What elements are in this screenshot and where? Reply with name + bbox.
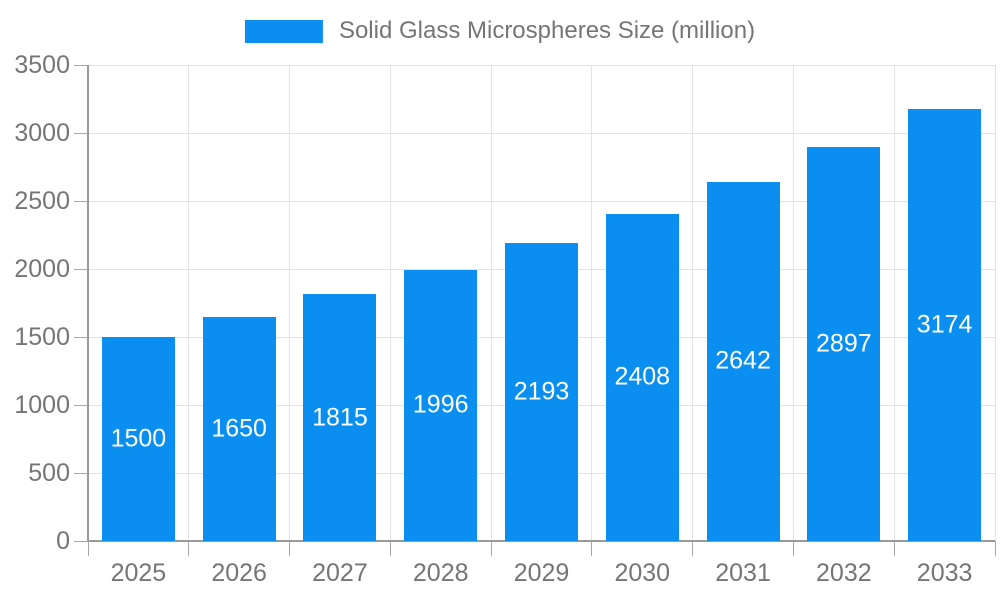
y-axis-label: 3500 [14, 50, 70, 79]
x-axis-label: 2030 [614, 559, 671, 587]
bar-value-label: 2642 [715, 346, 771, 375]
x-axis-label: 2025 [110, 559, 167, 587]
gridline-vertical [289, 65, 291, 541]
y-axis-tick [74, 132, 88, 134]
plot-area: 1500 1650 1815 1996 2193 2408 2642 2897 3174 [87, 64, 996, 542]
x-axis-label: 2026 [211, 559, 267, 587]
y-axis-tick [74, 200, 88, 202]
legend-swatch [244, 19, 323, 43]
y-axis-tick [74, 404, 88, 406]
y-axis-tick [74, 268, 88, 270]
gridline-horizontal [88, 64, 995, 66]
bar-value-label: 1650 [211, 414, 267, 443]
gridline-vertical [188, 65, 190, 541]
y-axis-label: 500 [28, 458, 70, 487]
x-axis-tick [490, 541, 492, 556]
x-axis-tick [289, 541, 291, 556]
bar-value-label: 1500 [110, 424, 167, 453]
bar-value-label: 1815 [312, 403, 368, 432]
x-axis-label: 2028 [412, 559, 469, 587]
gridline-vertical [490, 65, 492, 541]
legend-item[interactable]: Solid Glass Microspheres Size (million) [244, 17, 756, 45]
bar-2028[interactable]: 1996 [404, 269, 478, 541]
x-axis-label: 2032 [816, 559, 872, 587]
x-axis-tick [893, 541, 895, 556]
x-axis-tick [188, 541, 190, 556]
x-axis-label: 2027 [312, 559, 368, 587]
gridline-horizontal [88, 200, 995, 202]
bar-value-label: 2897 [816, 329, 872, 358]
y-axis-label: 2000 [14, 254, 70, 283]
bar-2030[interactable]: 2408 [605, 213, 679, 541]
x-axis-label: 2031 [715, 559, 771, 587]
bar-2031[interactable]: 2642 [706, 181, 780, 541]
bar-2026[interactable]: 1650 [202, 316, 276, 541]
x-axis-tick [389, 541, 391, 556]
y-axis-tick [74, 336, 88, 338]
bar-2027[interactable]: 1815 [303, 294, 377, 541]
gridline-vertical [389, 65, 391, 541]
gridline-horizontal [88, 132, 995, 134]
x-axis-tick [994, 541, 996, 556]
x-axis-label: 2029 [513, 559, 570, 587]
gridline-vertical [893, 65, 895, 541]
y-axis-label: 1000 [14, 390, 70, 419]
bar-2033[interactable]: 3174 [908, 109, 982, 541]
gridline-vertical [692, 65, 694, 541]
bar-2032[interactable]: 2897 [807, 147, 881, 541]
y-axis-label: 3000 [14, 118, 70, 147]
bar-2029[interactable]: 2193 [505, 242, 578, 541]
bar-value-label: 2408 [614, 362, 671, 391]
y-axis-line [87, 65, 89, 541]
gridline-vertical [591, 65, 593, 541]
y-axis-tick [74, 540, 88, 542]
bar-value-label: 2193 [513, 377, 570, 406]
y-axis-label: 0 [56, 526, 70, 555]
bar-2025[interactable]: 1500 [101, 337, 175, 541]
x-axis-tick [792, 541, 794, 556]
y-axis-tick [74, 64, 88, 66]
y-axis-label: 1500 [14, 322, 70, 351]
x-axis-label: 2033 [916, 559, 973, 587]
gridline-vertical [994, 65, 996, 541]
x-axis-line [88, 540, 995, 542]
legend-label: Solid Glass Microspheres Size (million) [338, 17, 756, 44]
x-axis-tick [692, 541, 694, 556]
bar-value-label: 1996 [412, 390, 469, 419]
y-axis-label: 2500 [14, 186, 70, 215]
x-axis-tick [591, 541, 593, 556]
x-axis-tick [87, 541, 89, 556]
y-axis-tick [74, 472, 88, 474]
bar-value-label: 3174 [916, 310, 973, 339]
gridline-vertical [792, 65, 794, 541]
